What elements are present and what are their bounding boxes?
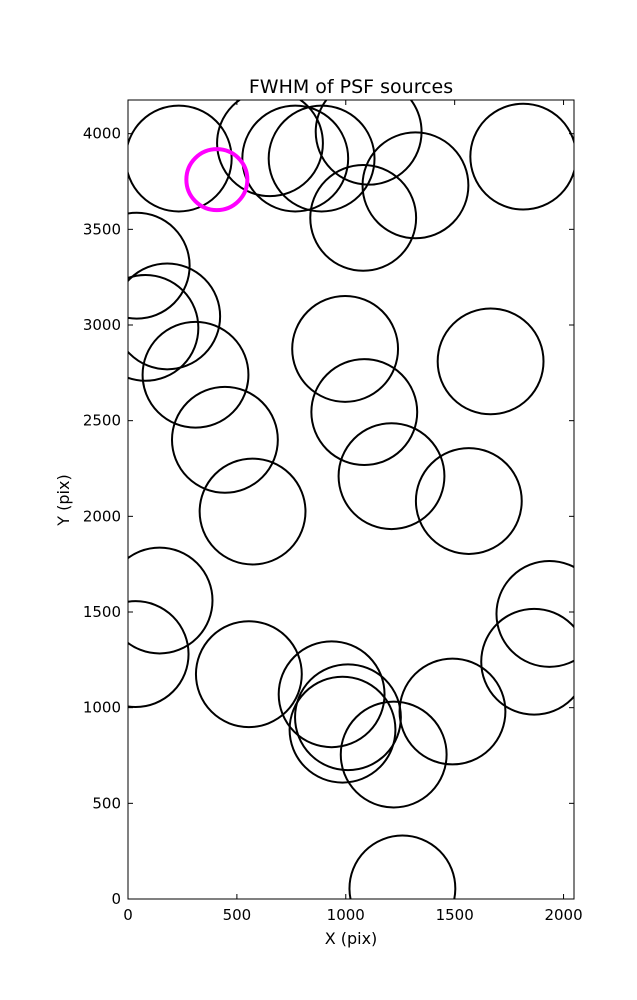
source-circle-8	[128, 211, 191, 320]
chart-title: FWHM of PSF sources	[249, 76, 453, 98]
axis-ticks: 0 500 1000 1500 2000 0 500 1000 1500 2000 2500 3000…	[83, 100, 583, 924]
source-circle-18	[436, 307, 545, 416]
source-circle-16	[337, 422, 446, 531]
highlight-source-circle-0	[184, 147, 250, 213]
source-circle-12	[170, 385, 279, 494]
x-tick-label-500: 500	[223, 906, 252, 924]
y-tick-label-3000: 3000	[83, 316, 121, 334]
source-circle-6	[309, 163, 418, 272]
y-tick-label-500: 500	[92, 794, 121, 812]
source-circle-11	[141, 320, 250, 429]
data-circles	[128, 100, 574, 899]
y-tick-label-4000: 4000	[83, 125, 121, 143]
source-circle-28	[495, 560, 574, 668]
y-tick-label-1500: 1500	[83, 603, 121, 621]
source-circle-20	[128, 600, 190, 708]
x-axis-label: X (pix)	[325, 929, 378, 948]
source-circle-2	[241, 104, 350, 213]
source-circle-19	[128, 546, 214, 655]
source-circle-23	[294, 663, 402, 772]
y-axis-label: Y (pix)	[54, 474, 73, 526]
y-tick-label-1000: 1000	[83, 699, 121, 717]
x-tick-label-1000: 1000	[327, 906, 365, 924]
source-circle-21	[194, 620, 303, 729]
source-circle-9	[128, 262, 222, 371]
source-circle-24	[288, 675, 397, 784]
x-tick-label-2000: 2000	[544, 906, 582, 924]
y-tick-label-3500: 3500	[83, 220, 121, 238]
source-circle-29	[348, 834, 457, 899]
source-circle-7	[469, 102, 574, 211]
plot-frame	[127, 99, 575, 900]
source-circle-13	[198, 457, 307, 566]
source-circle-0	[128, 104, 233, 213]
source-circle-25	[339, 700, 448, 809]
source-circle-15	[310, 358, 419, 466]
x-tick-label-1500: 1500	[436, 906, 474, 924]
source-circle-14	[291, 295, 400, 403]
y-tick-label-0: 0	[111, 890, 121, 908]
plot-background	[128, 100, 574, 899]
y-tick-label-2000: 2000	[83, 507, 121, 525]
source-circle-27	[480, 607, 574, 716]
source-circle-5	[361, 131, 470, 240]
y-tick-label-2500: 2500	[83, 412, 121, 430]
source-circle-1	[216, 100, 324, 198]
source-circle-10	[128, 273, 200, 382]
source-circle-22	[277, 640, 386, 749]
source-circle-26	[398, 657, 507, 766]
x-tick-label-0: 0	[123, 906, 133, 924]
source-circle-17	[414, 447, 523, 555]
